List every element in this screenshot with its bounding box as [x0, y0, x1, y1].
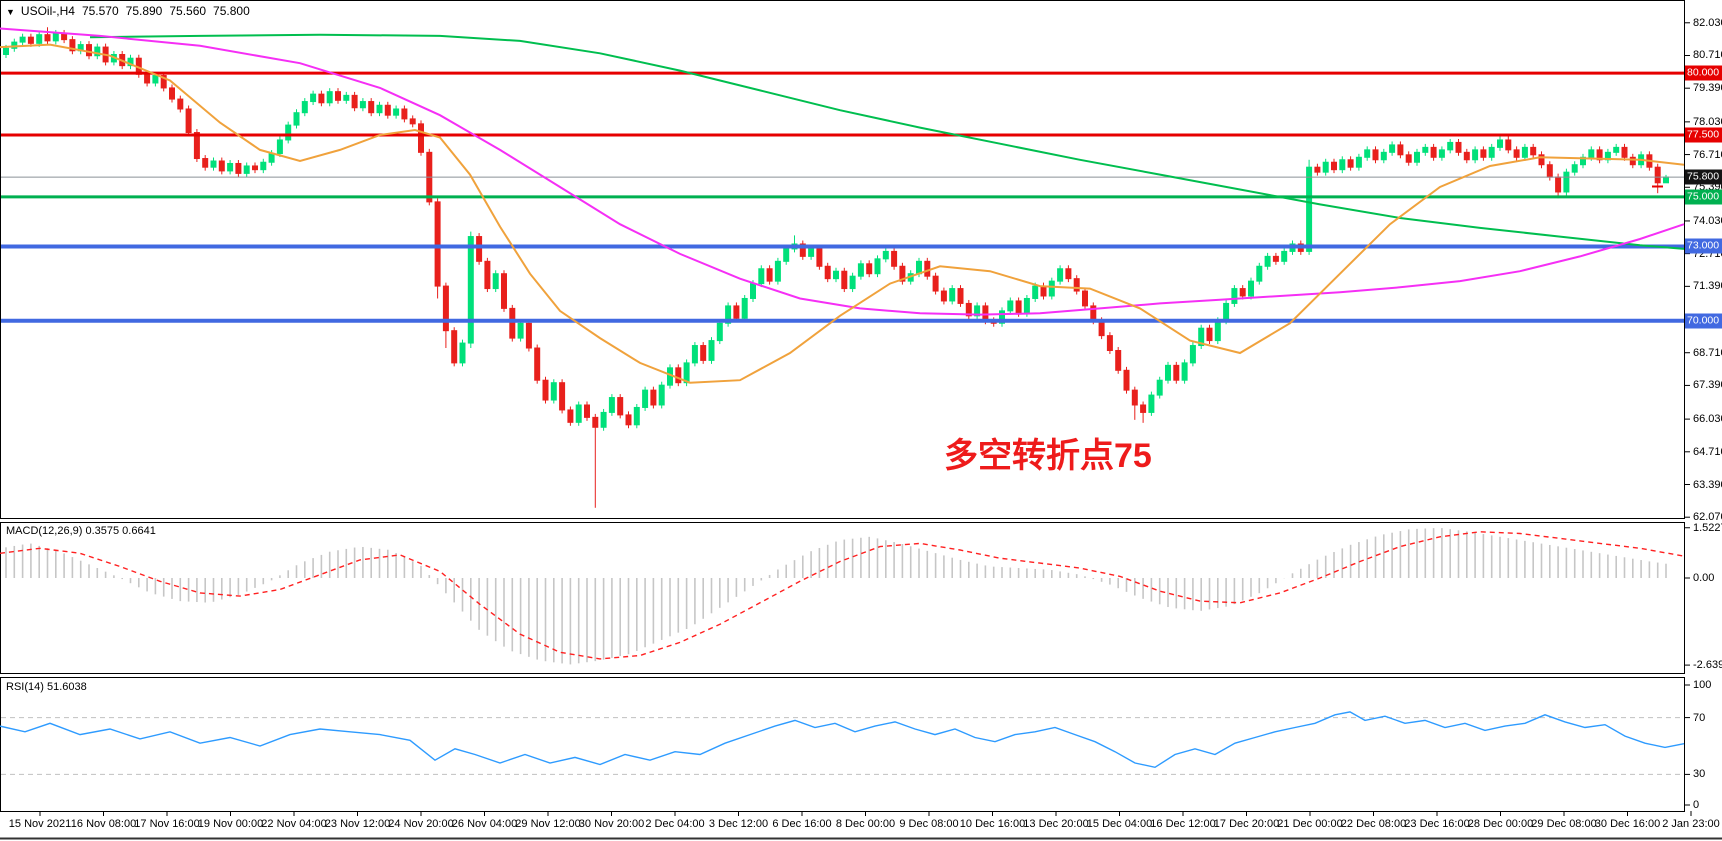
axis-ticks [1684, 22, 1690, 806]
ma-mid-magenta-line [0, 27, 1685, 316]
ohlc-close: 75.800 [213, 4, 250, 18]
symbol-period-label: USOil-,H4 [20, 4, 75, 18]
chart-text-annotation: 多空转折点75 [944, 437, 1152, 475]
ma-slow-green-line [89, 33, 1685, 250]
macd-histogram[interactable] [5, 528, 1667, 665]
rsi-indicator-label: RSI(14) 51.6038 [6, 681, 87, 693]
symbol-header[interactable]: ▼ USOil-,H4 75.570 75.890 75.560 75.800 [6, 4, 257, 18]
ohlc-high: 75.890 [125, 4, 163, 18]
macd-signal-line [0, 531, 1685, 660]
ohlc-open: 75.570 [81, 4, 119, 18]
ma-fast-orange-line [0, 43, 1685, 384]
rsi-value: 51.6038 [46, 681, 87, 693]
macd-name: MACD(12,26,9) [6, 525, 83, 537]
candles-layer[interactable] [3, 27, 1669, 508]
macd-values: 0.3575 0.6641 [85, 525, 156, 537]
chevron-down-icon[interactable]: ▼ [6, 7, 15, 17]
horizontal-level-lines [1, 71, 1684, 323]
rsi-panel-content[interactable] [0, 711, 1685, 775]
ohlc-low: 75.560 [169, 4, 207, 18]
macd-indicator-label: MACD(12,26,9) 0.3575 0.6641 [6, 525, 156, 537]
rsi-name: RSI(14) [6, 681, 44, 693]
time-axis-ticks[interactable] [39, 811, 1692, 816]
